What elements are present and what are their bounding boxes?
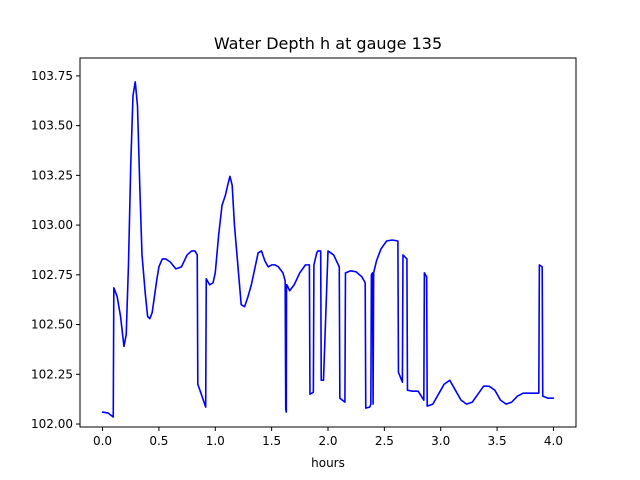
plot-area — [101, 81, 555, 418]
x-tick-label: 3.0 — [431, 434, 450, 448]
y-tick-label: 103.25 — [31, 168, 73, 182]
x-axis: 0.0 0.5 1.0 1.5 2.0 2.5 3.0 3.5 4.0 — [93, 427, 563, 448]
x-tick-label: 2.5 — [375, 434, 394, 448]
x-tick-label: 2.0 — [318, 434, 337, 448]
y-axis: 102.00 102.25 102.50 102.75 103.00 103.25 103.… — [31, 69, 80, 431]
x-axis-label: hours — [311, 456, 345, 470]
x-tick-label: 3.5 — [488, 434, 507, 448]
y-tick-label: 102.75 — [31, 268, 73, 282]
x-tick-label: 4.0 — [544, 434, 563, 448]
y-tick-label: 103.00 — [31, 218, 73, 232]
y-tick-label: 103.50 — [31, 119, 73, 133]
y-tick-label: 103.75 — [31, 69, 73, 83]
chart-title: Water Depth h at gauge 135 — [214, 34, 442, 53]
x-tick-label: 1.5 — [262, 434, 281, 448]
x-tick-label: 0.0 — [93, 434, 112, 448]
y-tick-label: 102.25 — [31, 367, 73, 381]
y-tick-label: 102.50 — [31, 318, 73, 332]
series-line-0 — [101, 81, 555, 418]
y-tick-label: 102.00 — [31, 417, 73, 431]
plot-frame — [79, 57, 577, 428]
x-tick-label: 1.0 — [206, 434, 225, 448]
x-tick-label: 0.5 — [149, 434, 168, 448]
